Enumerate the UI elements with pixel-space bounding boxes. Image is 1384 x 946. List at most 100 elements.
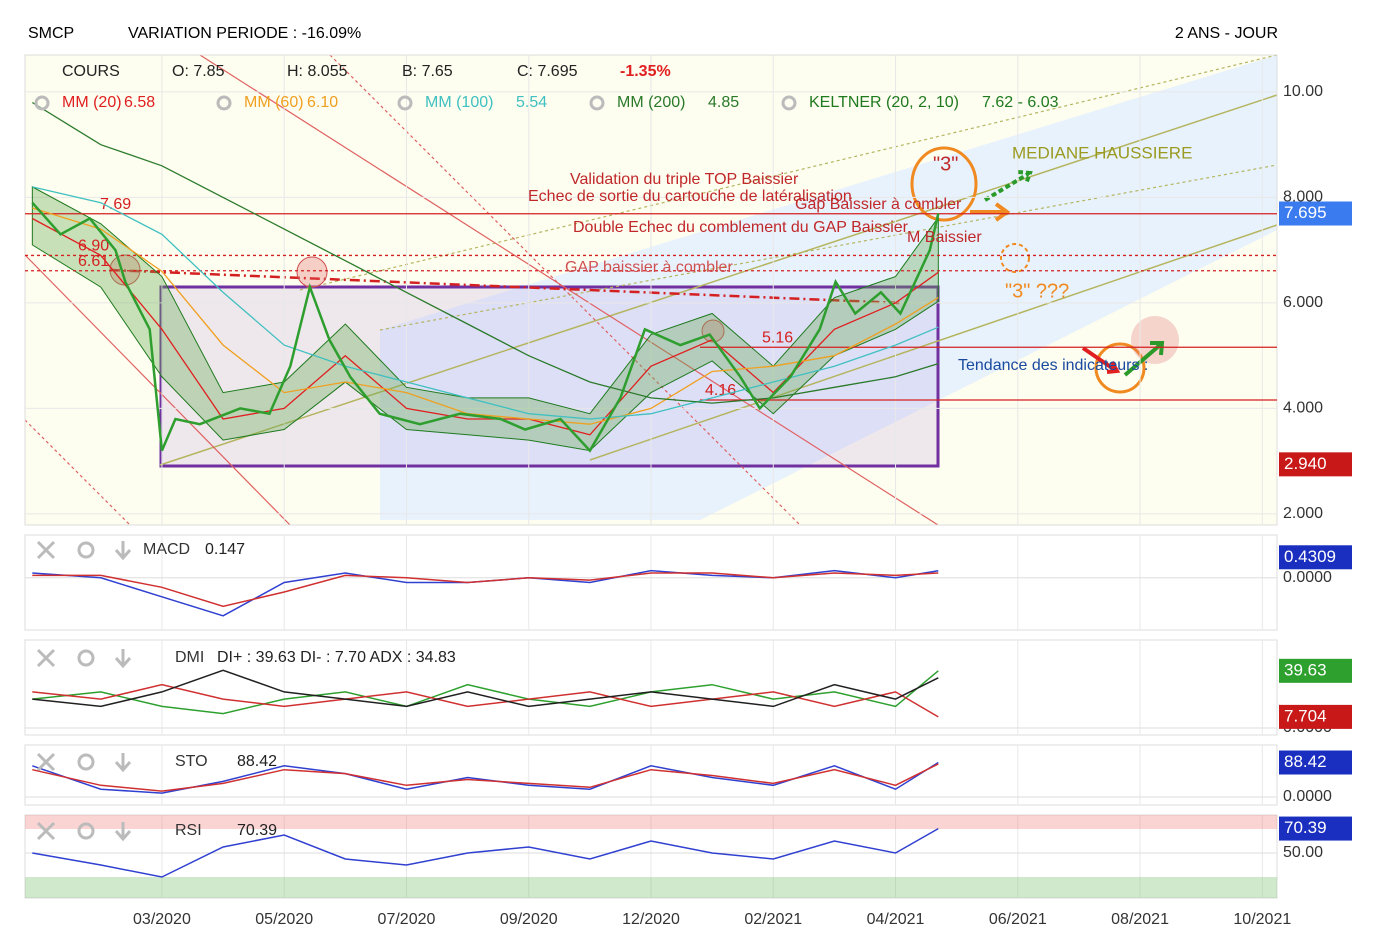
x-tick-label: 12/2020: [622, 911, 680, 928]
annotation: "3" ???: [1005, 280, 1069, 302]
arrow-icon: [114, 541, 132, 561]
x-tick-label: 03/2020: [133, 911, 191, 928]
y-tick-label: 0.0000: [1283, 569, 1332, 586]
legend-name: MM (200): [617, 94, 685, 111]
variation: VARIATION PERIODE : -16.09%: [128, 25, 361, 42]
annotation: Tendance des indicateurs :: [958, 357, 1148, 374]
badge-label: 2.940: [1284, 454, 1327, 473]
overbought-band: [25, 815, 1277, 830]
keltner-band: [31, 186, 939, 452]
annotation: Gap Baissier à combler: [795, 196, 962, 213]
target-ring: [1000, 243, 1030, 273]
price-badge: [1279, 452, 1352, 477]
indicator-title: STO: [175, 753, 208, 770]
x-tick-label: 04/2021: [867, 911, 925, 928]
y-tick-label: 2.000: [1283, 505, 1323, 522]
legend-icon: [216, 95, 232, 111]
gap-line: [109, 268, 901, 305]
level-label: 6.61: [78, 253, 109, 270]
target-ring: [910, 146, 978, 222]
legend-name: MM (20): [62, 94, 122, 111]
annotation: M Baissier: [907, 229, 982, 246]
indicator-line: [32, 761, 939, 794]
ohlc: O: 7.85: [172, 63, 225, 80]
settings-icon: [77, 822, 95, 840]
ohlc: H: 8.055: [287, 63, 348, 80]
legend-name: MM (100): [425, 94, 493, 111]
price-badge: [1279, 750, 1352, 775]
level-label: 5.16: [762, 329, 793, 346]
price-line: [31, 201, 940, 453]
indicator-readout: 70.39: [237, 822, 277, 839]
indicator-title: MACD: [143, 541, 190, 558]
trend-line: [589, 224, 1278, 461]
ohlc: C: 7.695: [517, 63, 578, 80]
badge-label: 39.63: [1284, 660, 1327, 679]
legend-name: COURS: [62, 63, 120, 80]
legend-icon: [397, 95, 413, 111]
x-tick-label: 09/2020: [500, 911, 558, 928]
indicator-line: [32, 763, 939, 792]
annotation: "3": [933, 153, 958, 175]
top-marker: [296, 256, 328, 288]
down-line: [199, 54, 939, 526]
annotation: Double Echec du comblement du GAP Baissi…: [573, 219, 909, 236]
legend-value: 6.58: [124, 94, 155, 111]
y-tick-label: 50.00: [1283, 844, 1323, 861]
legend-value: 5.54: [516, 94, 547, 111]
x-tick-label: 02/2021: [744, 911, 802, 928]
price-badge: [1279, 658, 1352, 683]
legend-name: KELTNER (20, 2, 10): [809, 94, 959, 111]
up-arrow: [1123, 341, 1165, 377]
annotation: GAP baissier à combler: [565, 259, 733, 276]
trend-line: [159, 94, 1278, 466]
indicator-title: DMI: [175, 649, 204, 666]
indicator-readout: 88.42: [237, 753, 277, 770]
arrow-icon: [114, 822, 132, 842]
settings-icon: [77, 541, 95, 559]
arrow-icon: [114, 649, 132, 669]
orange-arrow: [970, 202, 1011, 222]
price-badge: [1279, 201, 1352, 226]
indicator-title: RSI: [175, 822, 202, 839]
down-line: [24, 419, 131, 526]
legend-icon: [34, 95, 50, 111]
indicator-line: [32, 827, 939, 878]
moving-average: [31, 101, 939, 404]
ohlc: B: 7.65: [402, 63, 453, 80]
close-icon: [36, 648, 56, 668]
indicator-line: [32, 670, 939, 715]
price-badge: [1279, 704, 1352, 729]
badge-label: 7.704: [1284, 706, 1327, 725]
legend-icon: [589, 95, 605, 111]
y-tick-label: 8.000: [1283, 189, 1323, 206]
oversold-band: [25, 877, 1277, 898]
legend-icon: [781, 95, 797, 111]
y-tick-label: 10.00: [1283, 83, 1323, 100]
indicator-readout: 0.147: [205, 541, 245, 558]
x-tick-label: 07/2020: [378, 911, 436, 928]
y-tick-label: 0.0000: [1283, 788, 1332, 805]
x-tick-label: 06/2021: [989, 911, 1047, 928]
legend-value: 6.10: [307, 94, 338, 111]
badge-label: 7.695: [1284, 203, 1327, 222]
badge-label: 88.42: [1284, 752, 1327, 771]
trend-ring: [1094, 342, 1146, 394]
down-line: [24, 254, 291, 526]
badge-label: 0.4309: [1284, 547, 1336, 566]
annotation: MEDIANE HAUSSIERE: [1012, 143, 1192, 162]
level-label: 4.16: [705, 382, 736, 399]
legend-value: 4.85: [708, 94, 739, 111]
indicator-line: [32, 683, 939, 718]
annotation: Validation du triple TOP Baissier: [570, 171, 799, 188]
y-tick-label: 6.000: [1283, 294, 1323, 311]
green-arrow: [983, 170, 1033, 202]
period: 2 ANS - JOUR: [1175, 25, 1278, 42]
legend-name: MM (60): [244, 94, 304, 111]
moving-average: [32, 207, 939, 425]
change: -1.35%: [620, 63, 671, 80]
y-tick-label: 4.000: [1283, 400, 1323, 417]
indicator-line: [32, 669, 939, 708]
x-tick-label: 05/2020: [255, 911, 313, 928]
